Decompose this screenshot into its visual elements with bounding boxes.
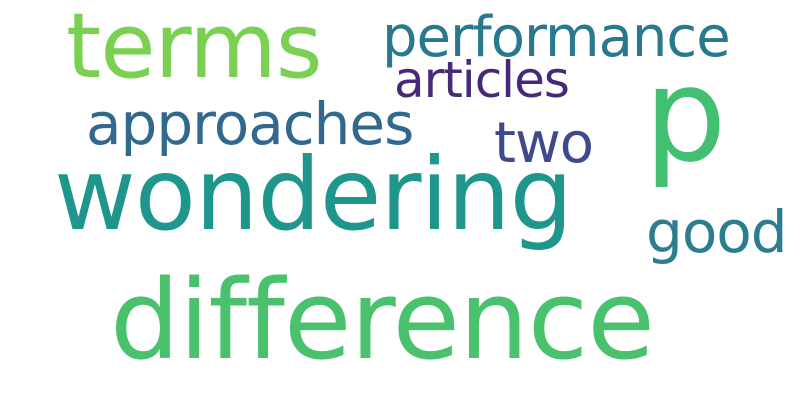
word-two: two (494, 111, 594, 176)
word-terms: terms (66, 0, 323, 99)
word-approaches: approaches (86, 90, 414, 158)
word-wondering: wondering (54, 136, 573, 253)
word-difference: difference (110, 256, 655, 384)
word-articles: articles (394, 51, 570, 109)
word-p: p (644, 39, 727, 191)
word-performance: performance (382, 5, 731, 70)
word-good: good (646, 198, 788, 266)
